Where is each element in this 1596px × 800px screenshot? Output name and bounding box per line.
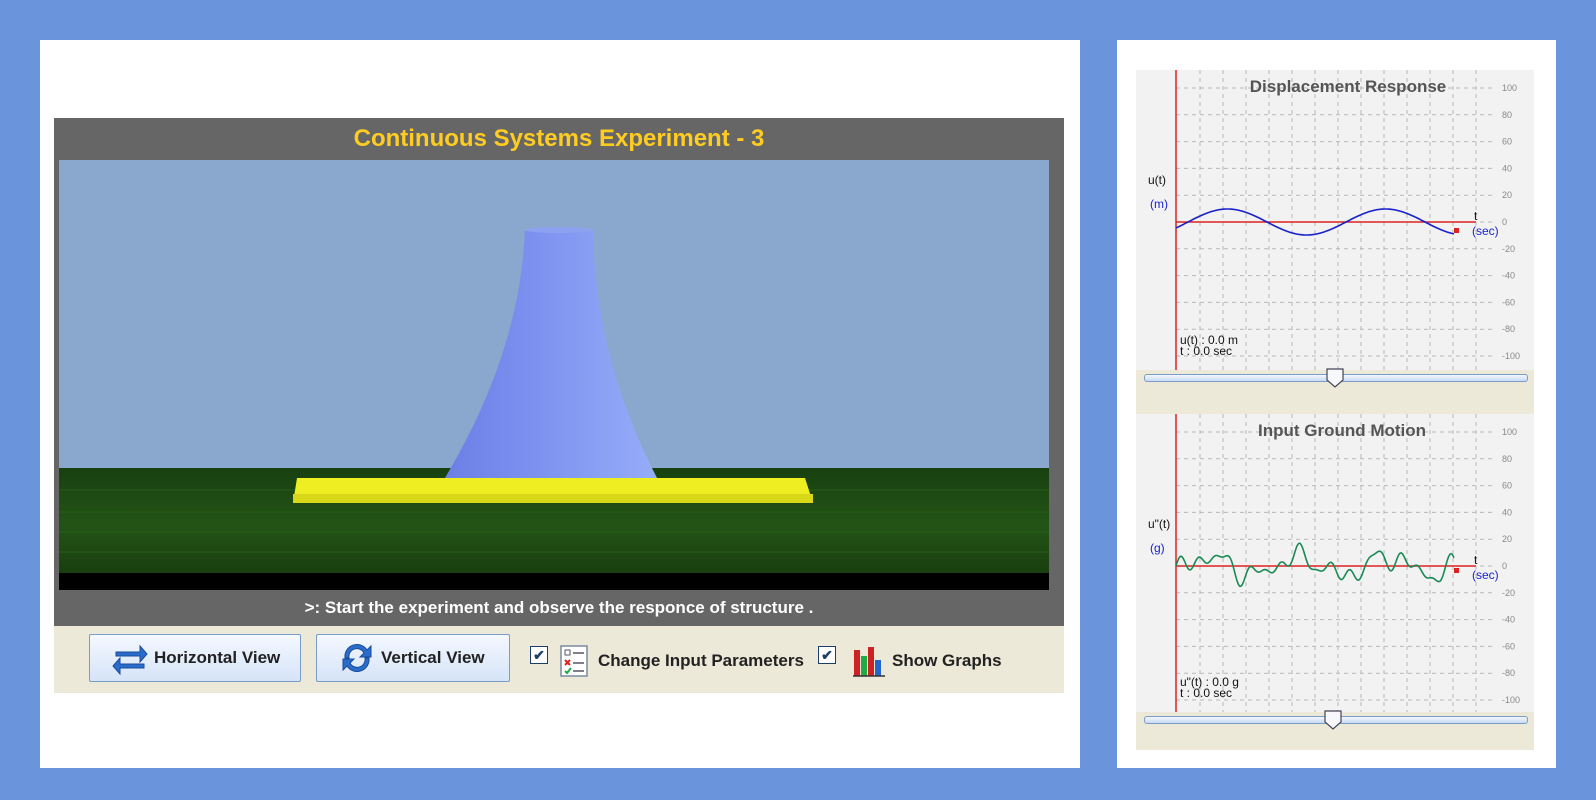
y-tick-label: 40 xyxy=(1502,163,1512,173)
show-graphs[interactable]: Show Graphs xyxy=(852,644,1002,678)
grass-texture xyxy=(59,489,1049,553)
show-graphs-checkbox[interactable]: ✔ xyxy=(818,646,836,664)
ground-motion-readout-value: u"(t) : 0.0 g xyxy=(1180,675,1239,689)
y-tick-label: -100 xyxy=(1502,351,1520,361)
y-tick-label: -60 xyxy=(1502,641,1515,651)
control-bar: Horizontal View Vertical View ✔ Change I… xyxy=(54,626,1064,693)
y-tick-label: 100 xyxy=(1502,427,1517,437)
displacement-slider-thumb[interactable] xyxy=(1326,368,1344,388)
ground-motion-curve xyxy=(1175,542,1455,588)
displacement-yunit: (m) xyxy=(1150,197,1168,211)
displacement-grid xyxy=(1176,70,1496,370)
displacement-xunit: (sec) xyxy=(1472,224,1499,238)
displacement-xlabel: t xyxy=(1474,209,1478,223)
ground-motion-slider-thumb[interactable] xyxy=(1324,710,1342,730)
ground-motion-yunit: (g) xyxy=(1150,541,1165,555)
ground-motion-xunit: (sec) xyxy=(1472,568,1499,582)
y-tick-label: 0 xyxy=(1502,561,1507,571)
instruction-text: >: Start the experiment and observe the … xyxy=(304,598,814,617)
displacement-plot: Displacement Response u(t) (m) t (sec) 1… xyxy=(1136,70,1534,370)
displacement-graph: Displacement Response u(t) (m) t (sec) 1… xyxy=(1136,70,1534,414)
ground-motion-readout-time: t : 0.0 sec xyxy=(1180,686,1232,700)
ground-base xyxy=(59,573,1049,590)
simulation-frame: Continuous Systems Experiment - 3 xyxy=(54,118,1064,626)
displacement-readout-time: t : 0.0 sec xyxy=(1180,344,1232,358)
scene-svg xyxy=(59,160,1049,590)
simulation-title: Continuous Systems Experiment - 3 xyxy=(353,125,765,152)
displacement-readout-value: u(t) : 0.0 m xyxy=(1180,333,1238,347)
y-tick-label: 20 xyxy=(1502,190,1512,200)
displacement-curve xyxy=(1175,208,1455,236)
change-input-parameters[interactable]: Change Input Parameters xyxy=(558,644,804,678)
displacement-y-ticks: 100 80 60 40 20 0 -20 -40 -60 -80 -100 xyxy=(1502,83,1520,361)
y-tick-label: 60 xyxy=(1502,481,1512,491)
vertical-view-button[interactable]: Vertical View xyxy=(316,634,510,682)
y-tick-label: -20 xyxy=(1502,244,1515,254)
y-tick-label: -60 xyxy=(1502,297,1515,307)
y-tick-label: -100 xyxy=(1502,695,1520,705)
y-tick-label: 0 xyxy=(1502,217,1507,227)
rotate-arrows-icon xyxy=(342,644,372,672)
y-tick-label: 80 xyxy=(1502,110,1512,120)
y-tick-label: -80 xyxy=(1502,324,1515,334)
horizontal-view-button[interactable]: Horizontal View xyxy=(89,634,301,682)
3d-viewport[interactable] xyxy=(59,160,1049,590)
ground-motion-plot: Input Ground Motion u"(t) (g) t (sec) 10… xyxy=(1136,414,1534,712)
tower-top xyxy=(525,227,593,233)
platform-edge xyxy=(293,494,813,503)
cooling-tower xyxy=(445,230,657,478)
bar-chart-icon xyxy=(853,647,885,677)
y-tick-label: -80 xyxy=(1502,668,1515,678)
y-tick-label: -40 xyxy=(1502,615,1515,625)
ground-motion-xlabel: t xyxy=(1474,553,1478,567)
y-tick-label: 20 xyxy=(1502,534,1512,544)
ground-motion-title: Input Ground Motion xyxy=(1258,421,1426,440)
ground-motion-end-marker xyxy=(1454,568,1459,573)
ground-motion-graph: Input Ground Motion u"(t) (g) t (sec) 10… xyxy=(1136,414,1534,750)
horizontal-arrows-icon xyxy=(112,644,148,675)
y-tick-label: 80 xyxy=(1502,454,1512,464)
y-tick-label: 40 xyxy=(1502,507,1512,517)
vertical-view-label: Vertical View xyxy=(381,648,485,667)
y-tick-label: 100 xyxy=(1502,83,1517,93)
change-input-label: Change Input Parameters xyxy=(598,651,804,670)
y-tick-label: -40 xyxy=(1502,271,1515,281)
ground-motion-y-ticks: 100 80 60 40 20 0 -20 -40 -60 -80 -100 xyxy=(1502,427,1520,705)
show-graphs-label: Show Graphs xyxy=(892,651,1002,670)
change-input-checkbox[interactable]: ✔ xyxy=(530,646,548,664)
checklist-icon xyxy=(560,645,588,677)
displacement-title: Displacement Response xyxy=(1250,77,1447,96)
y-tick-label: 60 xyxy=(1502,137,1512,147)
horizontal-view-label: Horizontal View xyxy=(154,648,281,667)
ground-motion-ylabel: u"(t) xyxy=(1148,517,1170,531)
y-tick-label: -20 xyxy=(1502,588,1515,598)
displacement-ylabel: u(t) xyxy=(1148,173,1166,187)
displacement-end-marker xyxy=(1454,228,1459,233)
ground-motion-grid xyxy=(1176,414,1496,712)
